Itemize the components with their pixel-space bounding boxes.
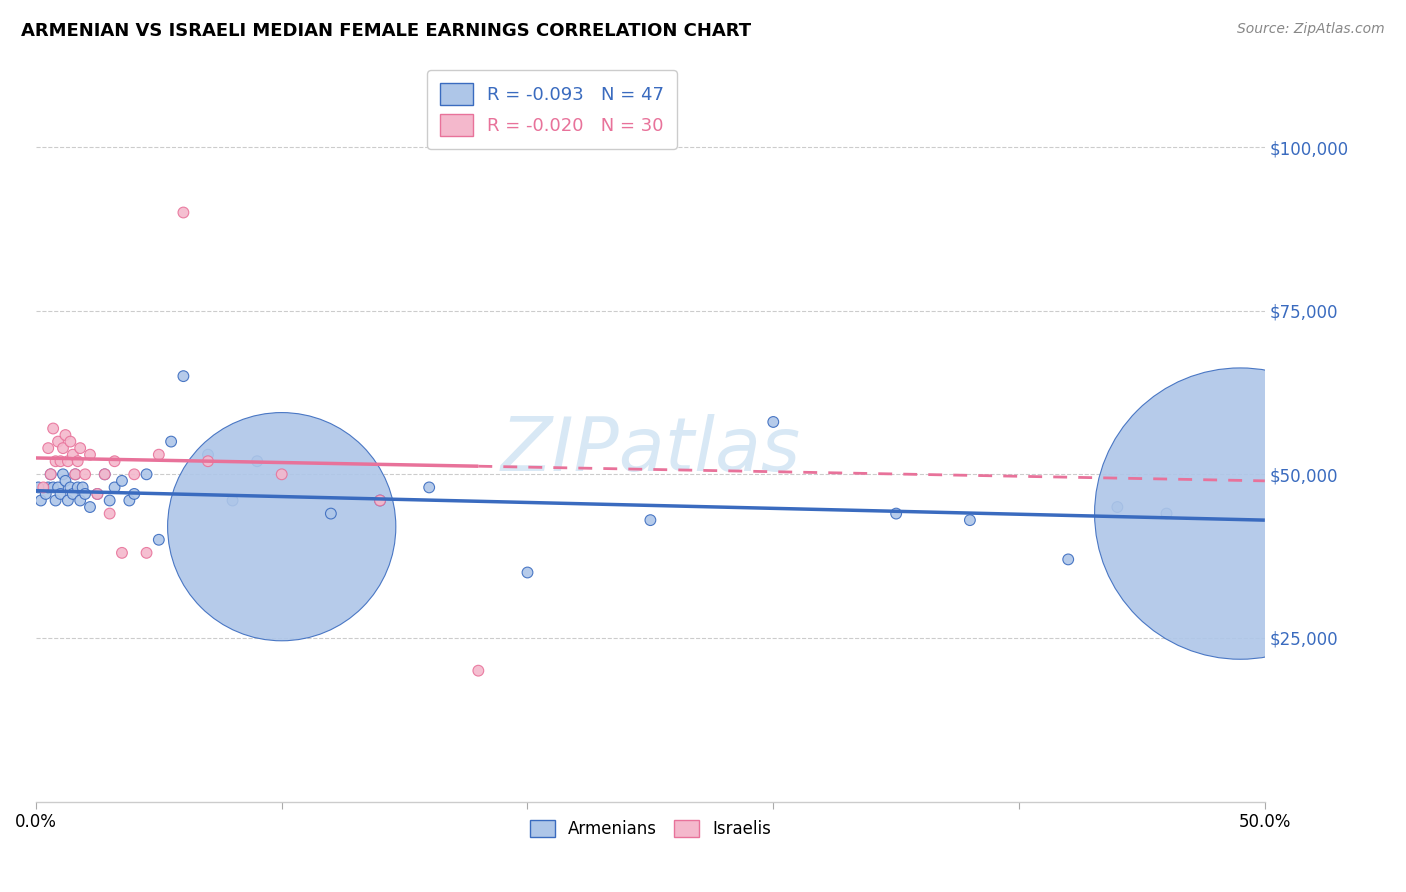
- Point: [32, 480, 55, 494]
- Point: [56, 454, 79, 468]
- Legend: Armenians, Israelis: Armenians, Israelis: [523, 813, 778, 845]
- Point: [122, 487, 145, 501]
- Point: [55, 428, 77, 442]
- Point: [75, 487, 97, 501]
- Point: [65, 467, 87, 482]
- Point: [884, 507, 907, 521]
- Point: [762, 415, 785, 429]
- Point: [37, 480, 59, 494]
- Point: [135, 546, 157, 560]
- Point: [94, 467, 117, 482]
- Point: [111, 546, 134, 560]
- Point: [959, 513, 981, 527]
- Point: [42, 421, 65, 435]
- Point: [52, 441, 75, 455]
- Point: [172, 205, 194, 219]
- Point: [69, 441, 91, 455]
- Point: [49, 487, 72, 501]
- Point: [69, 493, 91, 508]
- Point: [35, 487, 58, 501]
- Point: [79, 448, 101, 462]
- Point: [98, 493, 121, 508]
- Point: [197, 448, 219, 462]
- Point: [319, 507, 342, 521]
- Point: [79, 500, 101, 514]
- Point: [1156, 507, 1178, 521]
- Point: [368, 493, 391, 508]
- Point: [42, 480, 65, 494]
- Point: [246, 454, 269, 468]
- Point: [1057, 552, 1080, 566]
- Point: [55, 474, 77, 488]
- Point: [270, 467, 292, 482]
- Point: [59, 434, 82, 449]
- Point: [65, 467, 87, 482]
- Point: [1107, 500, 1129, 514]
- Point: [1229, 507, 1251, 521]
- Point: [135, 467, 157, 482]
- Text: ARMENIAN VS ISRAELI MEDIAN FEMALE EARNINGS CORRELATION CHART: ARMENIAN VS ISRAELI MEDIAN FEMALE EARNIN…: [21, 22, 751, 40]
- Point: [172, 369, 194, 384]
- Point: [86, 487, 108, 501]
- Point: [270, 519, 292, 533]
- Point: [221, 493, 243, 508]
- Point: [66, 480, 89, 494]
- Point: [72, 480, 94, 494]
- Point: [27, 480, 49, 494]
- Point: [111, 474, 134, 488]
- Point: [45, 454, 67, 468]
- Point: [98, 507, 121, 521]
- Text: Source: ZipAtlas.com: Source: ZipAtlas.com: [1237, 22, 1385, 37]
- Point: [37, 441, 59, 455]
- Point: [148, 533, 170, 547]
- Point: [52, 467, 75, 482]
- Point: [118, 493, 141, 508]
- Point: [75, 467, 97, 482]
- Point: [30, 493, 52, 508]
- Point: [62, 487, 84, 501]
- Point: [46, 434, 69, 449]
- Point: [122, 467, 145, 482]
- Point: [94, 467, 117, 482]
- Point: [66, 454, 89, 468]
- Point: [39, 467, 62, 482]
- Point: [467, 664, 489, 678]
- Point: [103, 480, 125, 494]
- Point: [103, 454, 125, 468]
- Point: [516, 566, 538, 580]
- Point: [418, 480, 440, 494]
- Point: [197, 454, 219, 468]
- Point: [86, 487, 108, 501]
- Point: [160, 434, 183, 449]
- Point: [45, 493, 67, 508]
- Point: [62, 448, 84, 462]
- Point: [49, 454, 72, 468]
- Point: [148, 448, 170, 462]
- Point: [640, 513, 662, 527]
- Point: [56, 493, 79, 508]
- Point: [59, 480, 82, 494]
- Point: [39, 467, 62, 482]
- Text: ZIPatlas: ZIPatlas: [501, 414, 800, 486]
- Point: [368, 493, 391, 508]
- Point: [46, 480, 69, 494]
